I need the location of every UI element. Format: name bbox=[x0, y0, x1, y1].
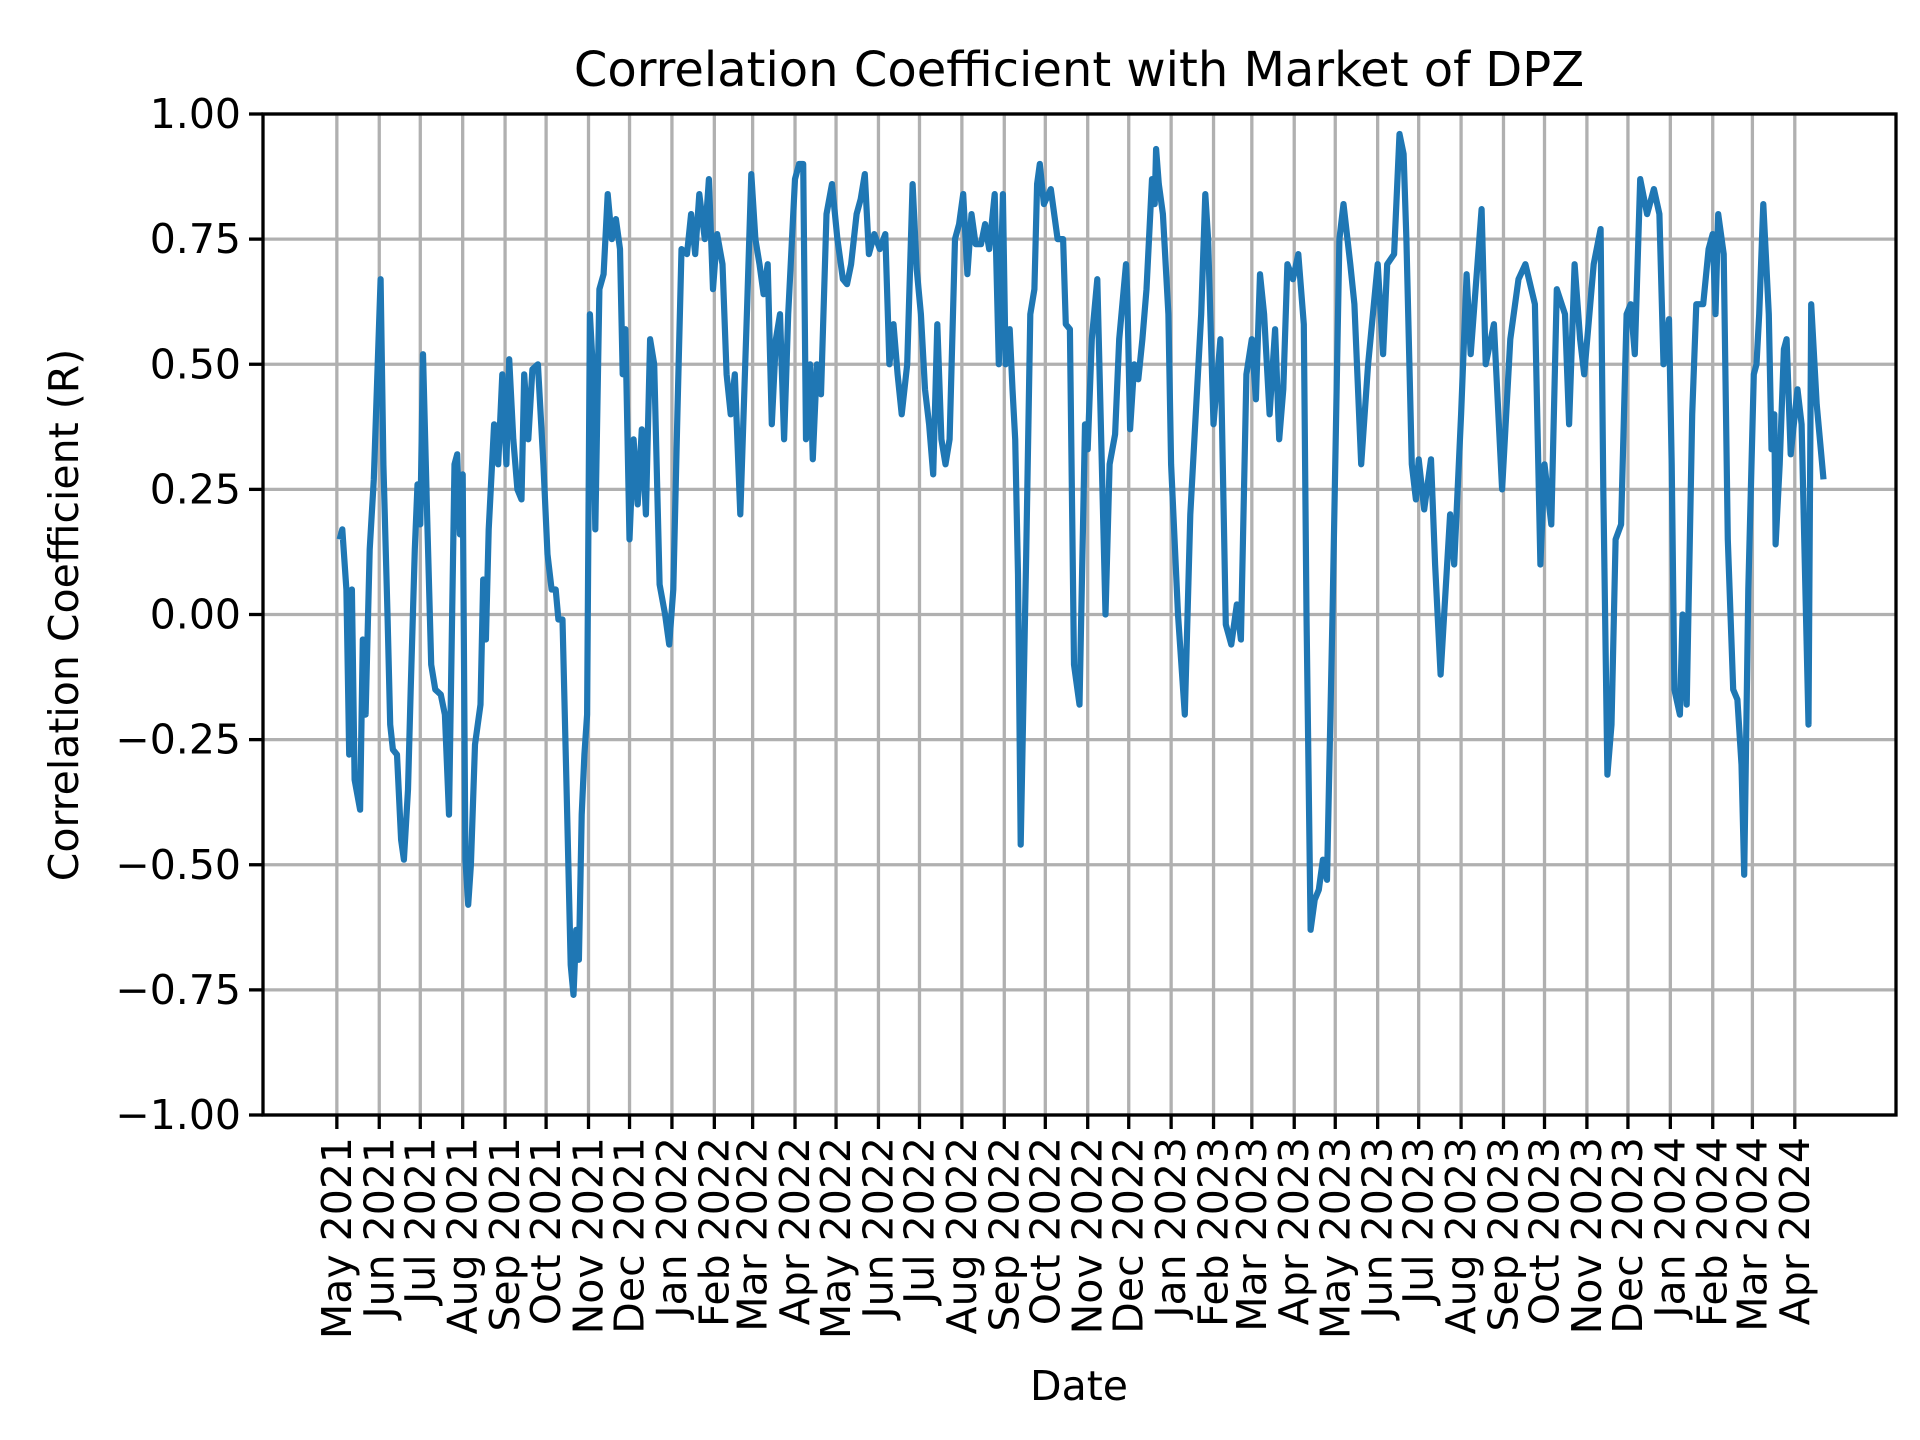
x-tick-label: Apr 2024 bbox=[1771, 1137, 1819, 1325]
y-tick-label: 0.75 bbox=[150, 215, 241, 263]
x-tick-label: Aug 2021 bbox=[439, 1137, 487, 1334]
x-tick-label: Nov 2023 bbox=[1563, 1137, 1611, 1334]
x-tick-label: Oct 2023 bbox=[1521, 1137, 1569, 1325]
x-tick-label: Oct 2022 bbox=[1021, 1137, 1069, 1325]
x-tick-label: May 2023 bbox=[1311, 1137, 1359, 1339]
x-tick-label: Feb 2022 bbox=[690, 1137, 738, 1327]
x-tick-label: Aug 2022 bbox=[938, 1137, 986, 1334]
x-tick-label: Feb 2023 bbox=[1190, 1137, 1238, 1327]
x-tick-label: Sep 2023 bbox=[1479, 1137, 1527, 1332]
x-tick-label: Oct 2021 bbox=[522, 1137, 570, 1325]
x-tick-label: Apr 2023 bbox=[1270, 1137, 1318, 1325]
x-tick-label: Jun 2022 bbox=[854, 1137, 902, 1321]
x-tick-label: Nov 2022 bbox=[1064, 1137, 1112, 1334]
x-tick-label: Nov 2021 bbox=[565, 1137, 613, 1334]
y-axis: 1.00 0.75 0.50 0.25 0.00 −0.25 −0.50 −0.75 −1.00 bbox=[115, 90, 263, 1139]
series-layer bbox=[336, 130, 1827, 998]
x-tick-label: Jan 2022 bbox=[648, 1137, 696, 1321]
y-tick-label: −0.75 bbox=[115, 966, 241, 1014]
x-tick-label: Jan 2023 bbox=[1147, 1137, 1195, 1321]
x-tick-label: Sep 2022 bbox=[980, 1137, 1028, 1332]
x-tick-label: Jun 2023 bbox=[1354, 1137, 1402, 1321]
x-tick-label: Mar 2023 bbox=[1228, 1137, 1276, 1332]
x-tick-label: Dec 2021 bbox=[606, 1137, 654, 1334]
y-tick-label: 1.00 bbox=[150, 90, 241, 138]
y-tick-label: −0.50 bbox=[115, 841, 241, 889]
x-tick-label: Feb 2024 bbox=[1689, 1137, 1737, 1327]
x-tick-label: Dec 2023 bbox=[1604, 1137, 1652, 1334]
y-tick-label: −1.00 bbox=[115, 1091, 241, 1139]
x-tick-label: Dec 2022 bbox=[1105, 1137, 1153, 1334]
y-tick-label: −0.25 bbox=[115, 716, 241, 764]
x-tick-label: Apr 2022 bbox=[771, 1137, 819, 1325]
y-tick-label: 0.25 bbox=[150, 465, 241, 513]
x-axis-label: Date bbox=[1030, 1362, 1128, 1410]
x-tick-label: Aug 2023 bbox=[1437, 1137, 1485, 1334]
x-tick-label: Mar 2024 bbox=[1728, 1137, 1776, 1332]
x-tick-label: May 2022 bbox=[812, 1137, 860, 1339]
x-tick-label: Jul 2022 bbox=[895, 1137, 943, 1307]
y-axis-label: Correlation Coefficient (R) bbox=[40, 349, 88, 881]
x-tick-label: Jul 2023 bbox=[1395, 1137, 1443, 1307]
x-tick-label: May 2021 bbox=[313, 1137, 361, 1339]
y-tick-label: 0.00 bbox=[150, 591, 241, 639]
y-tick-label: 0.50 bbox=[150, 340, 241, 388]
x-tick-label: Jan 2024 bbox=[1646, 1137, 1694, 1321]
x-tick-label: Jul 2021 bbox=[396, 1137, 444, 1307]
x-tick-label: Mar 2022 bbox=[729, 1137, 777, 1332]
x-tick-label: Sep 2021 bbox=[481, 1137, 529, 1332]
chart-title: Correlation Coefficient with Market of D… bbox=[574, 42, 1584, 98]
x-tick-label: Jun 2021 bbox=[355, 1137, 403, 1321]
